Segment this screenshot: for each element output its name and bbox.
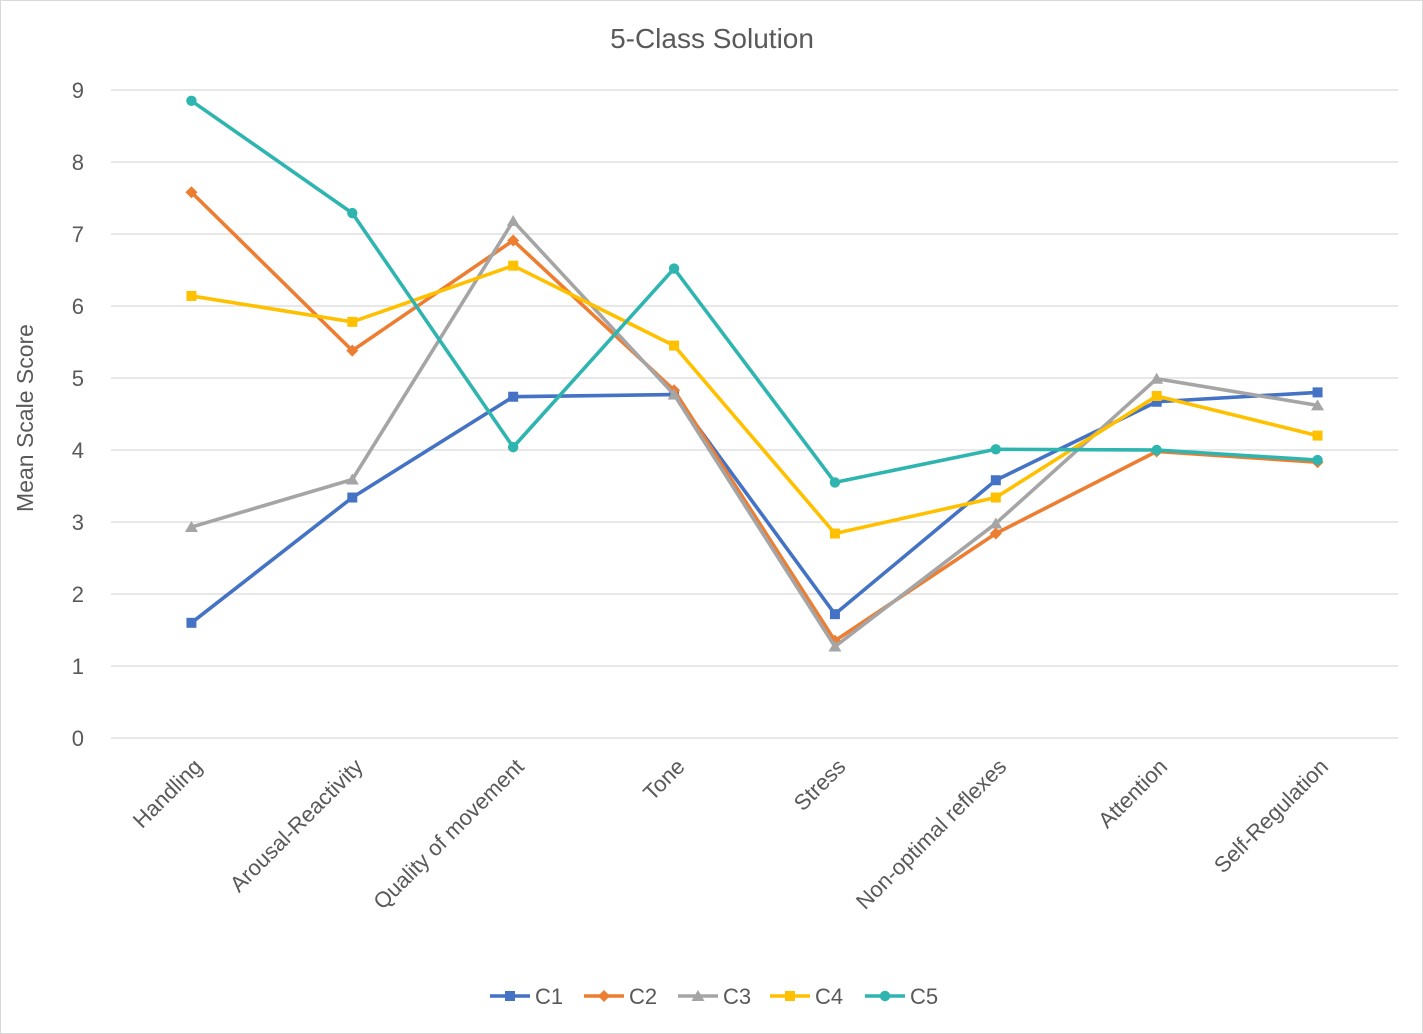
- x-tick-label: Stress: [789, 754, 851, 816]
- x-tick-label: Handling: [128, 754, 207, 833]
- data-point-c4: [1312, 430, 1323, 441]
- data-point-c5: [186, 95, 197, 107]
- data-point-c3: [1311, 399, 1325, 411]
- y-tick-label: 0: [72, 726, 84, 751]
- data-point-c5: [347, 207, 358, 219]
- legend-item-c5: C5: [865, 984, 938, 1009]
- data-point-c5: [1151, 444, 1162, 456]
- data-point-c3: [345, 473, 359, 485]
- y-tick-label: 6: [72, 294, 84, 319]
- series-c4: [186, 260, 1323, 539]
- data-point-c4: [669, 340, 680, 351]
- data-point-c4: [186, 290, 197, 301]
- legend-label: C1: [535, 984, 563, 1009]
- series-line-c2: [189, 190, 1320, 643]
- y-axis-label: Mean Scale Score: [12, 324, 38, 512]
- legend-label: C2: [629, 984, 657, 1009]
- data-point-c4: [508, 260, 519, 271]
- x-tick-label: Non-optimal reflexes: [851, 754, 1011, 914]
- y-tick-label: 2: [72, 582, 84, 607]
- data-point-c5: [668, 263, 680, 274]
- data-point-c1: [990, 475, 1001, 486]
- y-tick-label: 4: [72, 438, 84, 463]
- data-point-c1: [1151, 396, 1162, 407]
- series-c1: [186, 387, 1323, 628]
- series-line-c5: [189, 99, 1320, 485]
- data-point-c1: [829, 609, 840, 620]
- legend-item-c2: C2: [584, 984, 657, 1009]
- legend-item-c4: C4: [770, 984, 843, 1009]
- data-point-c5: [829, 477, 841, 488]
- data-point-c2: [185, 186, 198, 199]
- data-point-c5: [990, 444, 1002, 455]
- legend-swatch-marker: [879, 990, 891, 1002]
- x-tick-label: Attention: [1093, 754, 1172, 833]
- series-c3: [184, 215, 1325, 652]
- legend-swatch-marker: [598, 990, 610, 1002]
- gridlines: [111, 89, 1398, 739]
- series-lines: [184, 95, 1325, 652]
- data-point-c4: [990, 492, 1001, 503]
- series-c2: [185, 186, 1324, 647]
- data-point-c1: [347, 492, 358, 503]
- x-tick-label: Arousal-Reactivity: [225, 754, 368, 897]
- data-point-c1: [1312, 387, 1323, 398]
- legend-label: C5: [910, 984, 938, 1009]
- data-point-c4: [829, 528, 840, 539]
- series-line-c4: [189, 263, 1320, 536]
- legend-swatch-marker: [785, 991, 795, 1001]
- y-axis-ticks: 0 1 2 3 4 5 6 7 8 9: [72, 78, 84, 751]
- x-tick-label: Quality of movement: [368, 754, 528, 914]
- y-tick-label: 1: [72, 654, 84, 679]
- data-point-c1: [508, 391, 519, 402]
- data-point-c4: [1151, 391, 1162, 401]
- x-axis-ticks: Handling Arousal-Reactivity Quality of mov…: [128, 754, 1333, 914]
- data-point-c4: [347, 316, 358, 327]
- series-line-c3: [189, 219, 1320, 649]
- y-tick-label: 7: [72, 222, 84, 247]
- data-point-c3: [506, 215, 520, 227]
- series-c5: [186, 95, 1323, 488]
- y-tick-label: 8: [72, 150, 84, 175]
- data-point-c3: [828, 640, 842, 652]
- x-tick-label: Self-Regulation: [1209, 754, 1333, 878]
- data-point-c3: [667, 388, 681, 400]
- legend-swatch-marker: [691, 990, 705, 1001]
- data-point-c3: [184, 521, 198, 533]
- legend-item-c1: C1: [490, 984, 563, 1009]
- y-tick-label: 3: [72, 510, 84, 535]
- y-tick-label: 5: [72, 366, 84, 391]
- legend-label: C3: [723, 984, 751, 1009]
- legend: C1 C2 C3 C4 C5: [490, 984, 938, 1009]
- data-point-c5: [507, 441, 519, 453]
- data-point-c2: [507, 234, 520, 247]
- y-tick-label: 9: [72, 78, 84, 103]
- legend-swatch-marker: [505, 991, 515, 1001]
- data-point-c2: [346, 344, 359, 357]
- data-point-c3: [1150, 372, 1164, 384]
- series-line-c1: [189, 390, 1320, 625]
- legend-item-c3: C3: [678, 984, 751, 1009]
- data-point-c1: [186, 617, 197, 628]
- data-point-c2: [989, 527, 1002, 540]
- chart-title: 5-Class Solution: [610, 23, 814, 54]
- data-point-c5: [1312, 454, 1323, 466]
- x-tick-label: Tone: [638, 754, 689, 805]
- data-point-c3: [989, 517, 1003, 529]
- legend-label: C4: [815, 984, 843, 1009]
